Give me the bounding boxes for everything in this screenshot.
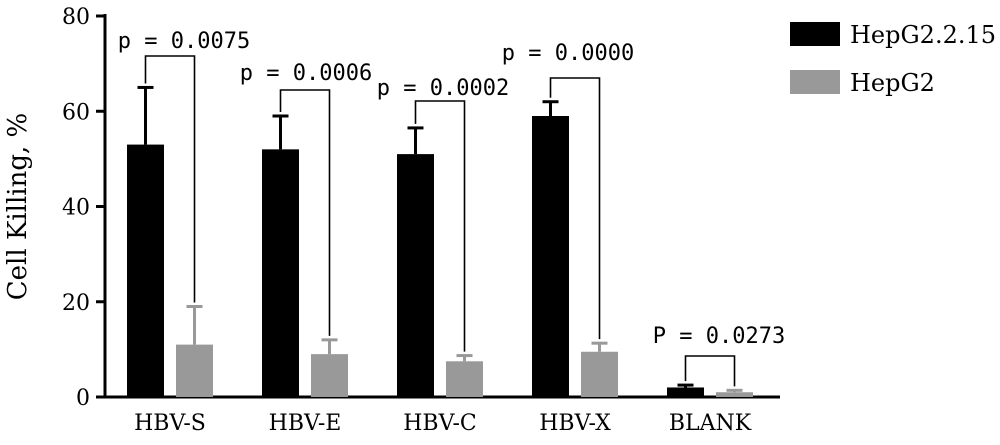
bar-HepG2.2.15-HBV-C: [397, 154, 434, 397]
bar-HepG2-HBV-S: [176, 344, 213, 397]
y-axis-label: Cell Killing, %: [3, 113, 33, 300]
bar-HepG2.2.15-HBV-E: [262, 149, 299, 397]
bar-HepG2.2.15-HBV-S: [127, 144, 164, 397]
legend-label-HepG2.2.15: HepG2.2.15: [850, 21, 996, 49]
bar-HepG2-HBV-C: [446, 361, 483, 397]
y-tick-label-80: 80: [62, 5, 90, 30]
x-tick-label-HBV-E: HBV-E: [269, 411, 342, 436]
legend-swatch-HepG2.2.15: [790, 22, 840, 46]
bar-HepG2.2.15-HBV-X: [532, 116, 569, 397]
p-value-label-HBV-C: p = 0.0002: [377, 76, 509, 101]
significance-bracket-HBV-X: [549, 77, 601, 340]
significance-bracket-HBV-C: [414, 100, 466, 352]
p-value-label-HBV-E: p = 0.0006: [240, 61, 372, 86]
x-tick-label-HBV-S: HBV-S: [134, 411, 206, 436]
p-value-label-BLANK: P = 0.0273: [653, 324, 785, 349]
y-tick-label-60: 60: [62, 100, 90, 125]
x-tick-label-HBV-C: HBV-C: [403, 411, 477, 436]
bar-HepG2-HBV-E: [311, 354, 348, 397]
legend-label-HepG2: HepG2: [850, 69, 935, 97]
legend-swatch-HepG2: [790, 70, 840, 94]
bar-HepG2-HBV-X: [581, 351, 618, 397]
p-value-label-HBV-S: p = 0.0075: [118, 29, 250, 54]
bar-HepG2-BLANK: [716, 392, 753, 397]
significance-bracket-BLANK: [684, 355, 736, 387]
y-tick-label-20: 20: [62, 291, 90, 316]
p-value-label-HBV-X: p = 0.0000: [502, 41, 634, 66]
x-tick-label-HBV-X: HBV-X: [539, 411, 611, 436]
bar-HepG2.2.15-BLANK: [667, 387, 704, 397]
y-tick-label-0: 0: [76, 386, 90, 411]
x-tick-label-BLANK: BLANK: [669, 411, 752, 436]
y-tick-label-40: 40: [62, 196, 90, 221]
significance-bracket-HBV-E: [279, 89, 331, 336]
significance-bracket-HBV-S: [144, 55, 196, 303]
